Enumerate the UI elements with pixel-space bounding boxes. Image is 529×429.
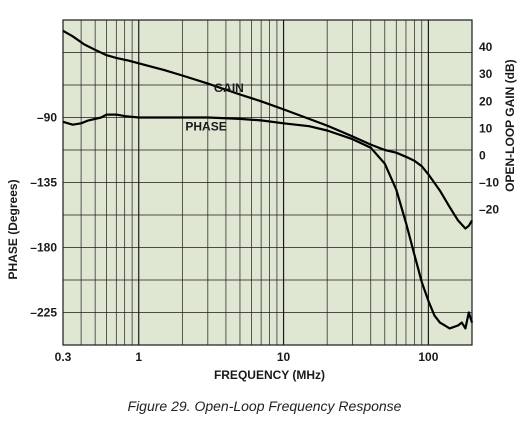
x-tick-label: 10	[277, 350, 291, 364]
y-left-tick-label: –180	[30, 241, 57, 255]
series-label-gain: GAIN	[214, 81, 244, 95]
x-tick-label: 1	[135, 350, 142, 364]
series-line-phase	[62, 113, 474, 330]
open-loop-chart: 0.3 1 10 100403020100–10–20–90–135–180–225 …	[6, 19, 517, 382]
y-right-tick-label: 20	[479, 94, 493, 108]
x-tick-label: 100	[418, 350, 438, 364]
y-left-tick-label: –135	[30, 176, 57, 190]
series-line-gain	[62, 29, 473, 230]
figure-caption: Figure 29. Open-Loop Frequency Response	[127, 398, 402, 414]
y-right-tick-label: –10	[479, 176, 499, 190]
y-right-tick-label: –20	[479, 203, 499, 217]
x-axis-title: FREQUENCY (MHz)	[214, 368, 325, 382]
grid-lines	[63, 20, 472, 345]
y-left-tick-label: –90	[37, 111, 57, 125]
y-left-axis-title: PHASE (Degrees)	[6, 179, 20, 279]
y-right-tick-label: 30	[479, 67, 493, 81]
y-right-tick-label: 40	[479, 40, 493, 54]
y-left-tick-label: –225	[30, 306, 57, 320]
x-tick-label: 0.3	[55, 350, 72, 364]
series-curves	[62, 29, 474, 330]
y-right-tick-label: 10	[479, 121, 493, 135]
series-label-phase: PHASE	[185, 120, 226, 134]
y-right-tick-label: 0	[479, 148, 486, 162]
y-right-axis-title: OPEN-LOOP GAIN (dB)	[503, 59, 517, 191]
